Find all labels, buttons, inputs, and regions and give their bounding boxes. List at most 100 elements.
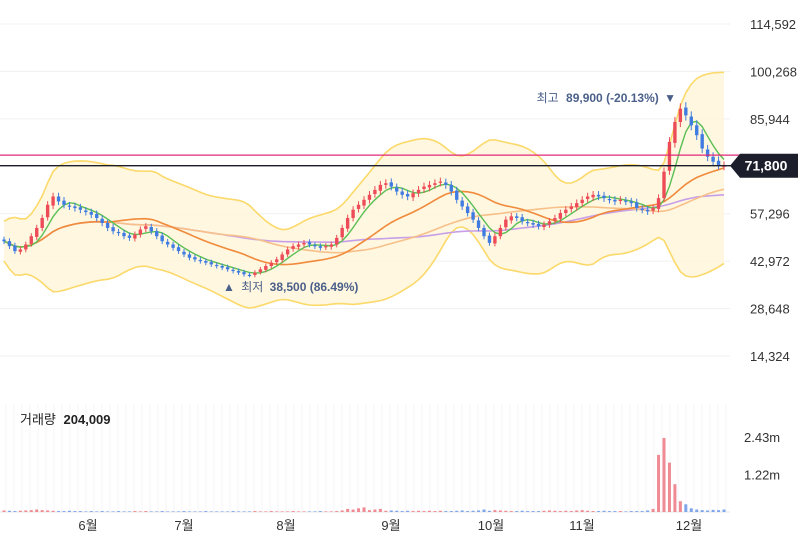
candle-body	[711, 156, 715, 162]
volume-bar	[389, 510, 393, 512]
candle-body	[264, 266, 268, 270]
candle-body	[564, 209, 568, 214]
candle-body	[520, 217, 524, 222]
price-tick-label: 42,972	[750, 254, 790, 269]
candle-body	[209, 262, 213, 265]
candle-body	[155, 231, 159, 237]
volume-bar	[155, 511, 159, 512]
candle-body	[78, 207, 83, 210]
month-label: 7월	[174, 518, 193, 533]
volume-bar	[209, 511, 213, 512]
volume-bar	[706, 510, 710, 512]
volume-bar	[40, 510, 44, 512]
volume-bar	[602, 510, 606, 512]
candle-body	[585, 196, 590, 199]
candle-body	[618, 199, 623, 201]
volume-bar	[575, 510, 579, 512]
candle-body	[444, 182, 448, 185]
volume-bar	[35, 509, 39, 512]
candle-body	[67, 205, 72, 207]
volume-bar	[264, 511, 268, 512]
candle-body	[302, 242, 306, 245]
volume-bar	[13, 511, 17, 512]
candle-body	[111, 227, 115, 232]
candle-body	[182, 251, 186, 255]
volume-bar	[493, 510, 497, 512]
volume-bar	[542, 510, 546, 512]
candle-body	[160, 235, 164, 242]
volume-bar	[73, 511, 77, 512]
volume-bar	[340, 510, 344, 512]
volume-bar	[520, 510, 524, 512]
volume-bar	[7, 510, 11, 512]
candle-body	[509, 216, 513, 221]
candle-body	[493, 236, 497, 244]
candle-body	[2, 239, 6, 242]
candle-body	[242, 272, 246, 275]
candle-body	[667, 141, 672, 171]
volume-bar	[280, 511, 284, 512]
volume-bar	[51, 510, 55, 512]
candle-body	[678, 108, 683, 122]
candle-body	[362, 199, 366, 206]
candle-body	[236, 270, 241, 273]
month-label: 9월	[381, 518, 400, 533]
candle-body	[116, 231, 121, 234]
candle-body	[651, 208, 655, 211]
candle-body	[580, 199, 584, 204]
volume-bar	[498, 510, 502, 512]
volume-bar	[482, 509, 486, 512]
candle-body	[476, 220, 481, 228]
volume-bar	[466, 511, 470, 512]
volume-bar	[411, 511, 415, 512]
volume-bar	[487, 510, 491, 512]
high-annotation-prefix: 최고	[537, 91, 559, 105]
volume-bar	[406, 510, 410, 512]
candle-body	[62, 200, 66, 205]
candle-body	[258, 269, 263, 273]
volume-bar	[591, 511, 595, 512]
volume-bar	[198, 511, 202, 512]
candle-body	[269, 262, 273, 267]
volume-bar	[629, 511, 633, 512]
candle-body	[225, 267, 230, 270]
volume-bar	[367, 510, 371, 512]
bollinger-bands	[3, 71, 725, 309]
volume-bar	[373, 509, 377, 512]
bollinger-lower-line	[3, 226, 725, 309]
candle-body	[35, 227, 39, 237]
candle-body	[351, 209, 355, 219]
volume-bar	[444, 511, 448, 512]
volume-bar	[193, 511, 197, 512]
volume-bar	[291, 511, 295, 512]
candle-body	[427, 184, 432, 188]
candle-body	[602, 195, 606, 199]
current-price-label: 71,800	[745, 158, 788, 174]
candle-body	[89, 212, 93, 215]
volume-axis: 2.43m 1.22m	[744, 430, 780, 482]
candle-body	[296, 244, 301, 247]
volume-bar	[722, 509, 726, 512]
candle-body	[645, 209, 650, 212]
volume-bar	[329, 511, 333, 512]
candle-body	[318, 246, 323, 248]
price-tick-label: 14,324	[750, 349, 790, 364]
candle-body	[275, 259, 279, 263]
volume-bar	[635, 511, 639, 512]
candle-body	[291, 246, 295, 249]
volume-bar	[78, 511, 82, 512]
candle-body	[193, 257, 197, 260]
volume-bar	[117, 511, 121, 512]
volume-bar	[700, 510, 704, 512]
month-label: 12월	[676, 518, 702, 533]
candle-body	[569, 206, 573, 209]
candle-body	[716, 160, 721, 166]
candle-body	[171, 244, 175, 248]
candle-body	[324, 246, 328, 248]
candle-body	[536, 223, 541, 227]
candle-body	[84, 210, 88, 213]
price-tick-label: 85,944	[750, 112, 790, 127]
volume-bar	[122, 511, 126, 512]
volume-bar	[171, 511, 175, 512]
candle-body	[613, 199, 617, 202]
